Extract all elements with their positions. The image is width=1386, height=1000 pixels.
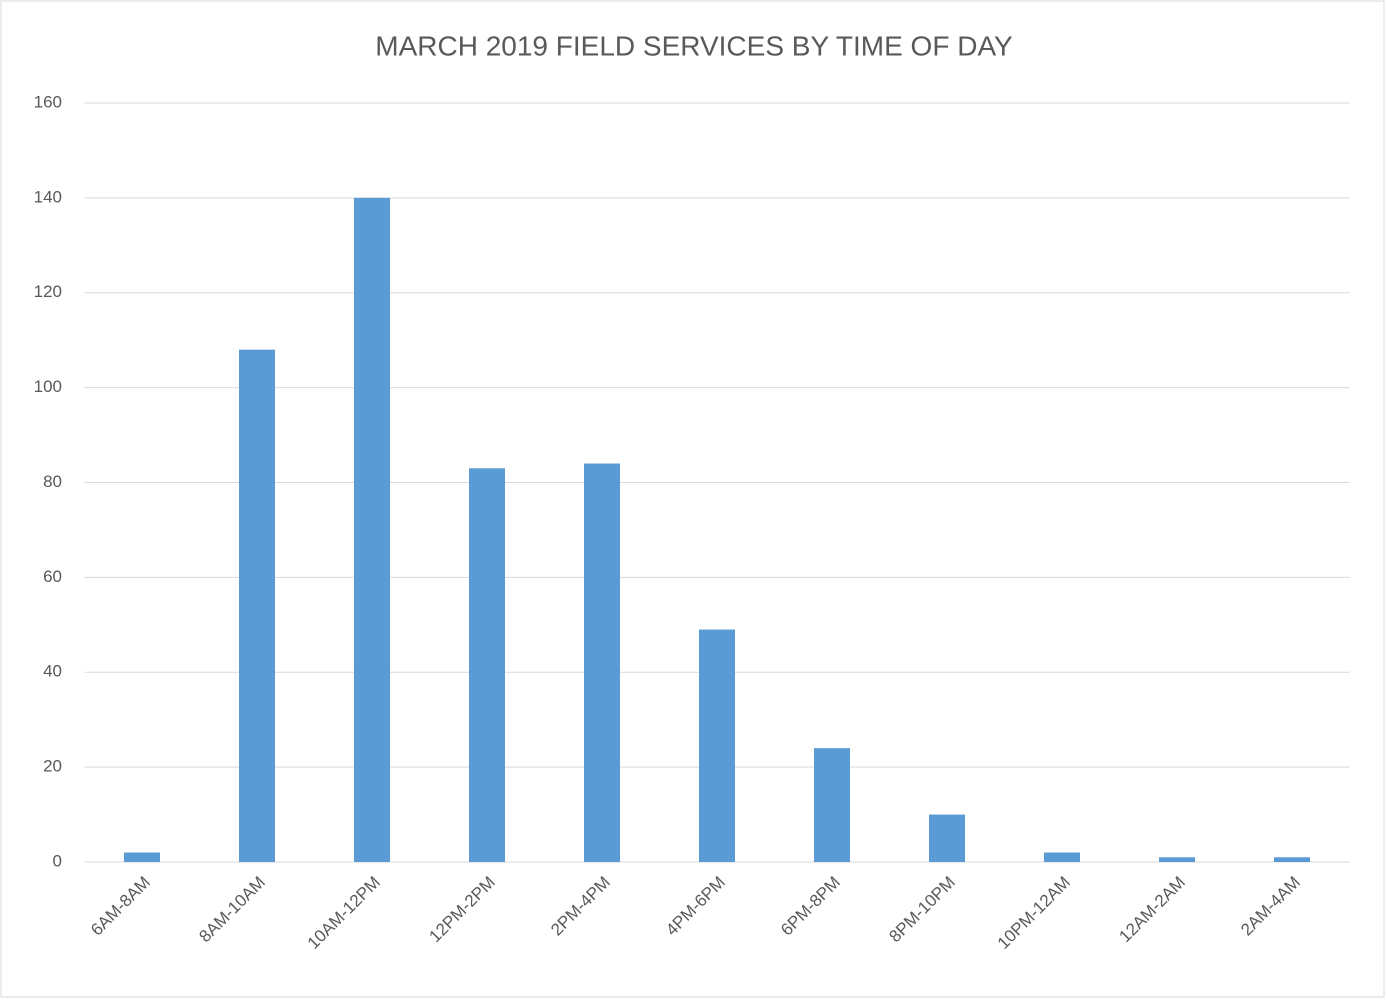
y-tick-label: 0 (53, 851, 62, 870)
y-tick-label: 20 (43, 757, 62, 776)
y-tick-label: 80 (43, 472, 62, 491)
y-tick-label: 120 (34, 282, 62, 301)
y-tick-label: 100 (34, 377, 62, 396)
bar (699, 629, 735, 862)
y-tick-label: 40 (43, 662, 62, 681)
chart-title: MARCH 2019 FIELD SERVICES BY TIME OF DAY (375, 30, 1013, 61)
y-tick-label: 160 (34, 92, 62, 111)
bar (354, 197, 390, 862)
bar (584, 463, 620, 862)
y-tick-label: 60 (43, 567, 62, 586)
bar (1274, 857, 1310, 862)
bar (239, 349, 275, 862)
bar (469, 468, 505, 862)
bar (1159, 857, 1195, 862)
bar (124, 852, 160, 862)
bar (1044, 852, 1080, 862)
y-tick-label: 140 (34, 187, 62, 206)
bar (929, 814, 965, 862)
bar (814, 748, 850, 862)
